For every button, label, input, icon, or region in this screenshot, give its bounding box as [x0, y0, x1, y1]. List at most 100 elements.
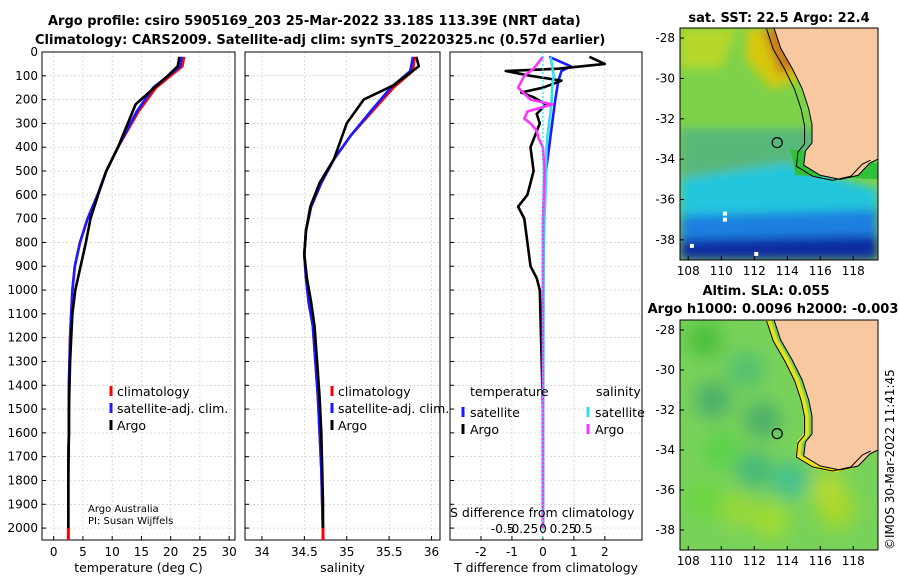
temperature-xlabel: temperature (deg C): [74, 560, 203, 575]
sla-eddy: [719, 492, 756, 528]
salinity-legend-label: satellite-adj. clim.: [338, 401, 449, 416]
depth-tick-label: 0: [30, 45, 38, 59]
sst-missing-pixel: [722, 211, 727, 216]
sst-xtick-label: 112: [743, 264, 766, 278]
temperature-series: [67, 56, 186, 540]
depth-tick-label: 1000: [7, 283, 38, 297]
annotation-line1: Argo Australia: [88, 504, 159, 515]
sst-ytick-label: -28: [655, 31, 675, 45]
sst-ytick-label: -34: [655, 152, 675, 166]
sla-xtick-label: 108: [677, 554, 700, 568]
figure-title-line1: Argo profile: csiro 5905169_203 25-Mar-2…: [48, 14, 581, 29]
sst-ytick-label: -38: [655, 233, 675, 247]
diff-s-tick-label: 0.25: [550, 522, 577, 536]
sla-eddy: [772, 462, 809, 498]
depth-tick-label: 400: [15, 140, 38, 154]
difference-line-t-satellite: [541, 55, 573, 529]
depth-tick-label: 300: [15, 116, 38, 130]
sst-coastline: [773, 28, 878, 180]
temperature-xtick-label: 20: [163, 545, 178, 559]
temperature-panel: 0 5 10 15 20 25 30 temperature (deg C) climatolo…: [41, 51, 237, 575]
sla-eddy: [752, 502, 789, 538]
sla-eddy: [686, 482, 723, 518]
diff-s-tick-label: 0.5: [574, 522, 593, 536]
depth-tick-label: 1800: [7, 473, 38, 487]
temperature-xtick-label: 0: [50, 545, 58, 559]
sla-eddy: [695, 382, 731, 418]
credit-text: ©IMOS 30-Mar-2022 11:41:45: [883, 369, 897, 550]
sla-map-title: Altim. SLA: 0.055: [703, 284, 830, 299]
temperature-legend-label: satellite-adj. clim.: [117, 401, 228, 416]
temperature-xtick-label: 30: [222, 545, 237, 559]
difference-panel: -2 -1 0 1 2T difference from climatology temp…: [449, 51, 645, 575]
sla-map: 108 110 112 114 116 118 -28 -30 -32 -34 -36 -38: [655, 319, 879, 568]
depth-tick-label: 900: [15, 259, 38, 273]
sst-xtick-label: 114: [776, 264, 799, 278]
difference-xlabel: T difference from climatology: [453, 560, 639, 575]
sla-map-frame: [679, 319, 879, 551]
salinity-frame: [244, 51, 441, 541]
temperature-legend-label: climatology: [117, 384, 190, 399]
salinity-xtick-label: 35: [339, 545, 354, 559]
salinity-series: [302, 56, 421, 540]
salinity-legend-label: climatology: [338, 384, 411, 399]
salinity-xtick-label: 34.5: [291, 545, 318, 559]
sla-eddy: [810, 472, 847, 508]
difference-xtick-label: 1: [570, 545, 578, 559]
difference-frame: [449, 51, 643, 541]
difference-line-t-argo: [504, 55, 607, 529]
salinity-panel: 34 34.5 35 35.5 36 salinity climatology satelli…: [244, 51, 449, 575]
sst-ytick-label: -36: [655, 192, 675, 206]
sla-xtick-label: 112: [743, 554, 766, 568]
sst-missing-pixel: [722, 217, 727, 222]
sst-map: 108 110 112 114 116 118 -28 -30 -32 -34 -36 -38: [655, 27, 879, 278]
sla-coastline: [773, 320, 878, 471]
depth-tick-label: 1200: [7, 331, 38, 345]
salinity-xtick-label: 36: [424, 545, 439, 559]
sla-ytick-label: -32: [655, 403, 675, 417]
sst-ytick-label: -30: [655, 71, 675, 85]
sla-float-marker: [771, 428, 783, 440]
temperature-xtick-label: 15: [134, 545, 149, 559]
difference-xtick-label: -1: [506, 545, 518, 559]
diff-legend-s-label: Argo: [595, 422, 624, 437]
depth-tick-label: 600: [15, 188, 38, 202]
diff-legend-s-label: satellite: [595, 405, 645, 420]
sst-missing-pixel: [754, 251, 759, 256]
depth-tick-label: 1700: [7, 450, 38, 464]
temperature-legend-label: Argo: [117, 418, 146, 433]
salinity-xlabel: salinity: [320, 560, 365, 575]
sla-ytick-label: -36: [655, 483, 675, 497]
sst-xtick-label: 110: [710, 264, 733, 278]
temperature-xtick-label: 10: [105, 545, 120, 559]
salinity-line-argo: [302, 56, 421, 529]
sla-map-area: [680, 320, 878, 550]
sla-xtick-label: 116: [809, 554, 832, 568]
sla-ytick-label: -38: [655, 523, 675, 537]
difference-xtick-label: 2: [601, 545, 609, 559]
sst-band: [680, 128, 821, 180]
diff-legend-title-salinity: salinity: [596, 384, 641, 399]
sst-land: [774, 28, 878, 180]
difference-xtick-label: 0: [539, 545, 547, 559]
sla-eddy: [703, 432, 740, 468]
sla-ytick-label: -30: [655, 363, 675, 377]
sst-xtick-label: 118: [842, 264, 865, 278]
temperature-xtick-label: 25: [192, 545, 207, 559]
depth-tick-label: 800: [15, 235, 38, 249]
depth-tick-label: 2000: [7, 521, 38, 535]
diff-legend-t-label: satellite: [470, 405, 520, 420]
sst-xtick-label: 108: [677, 264, 700, 278]
sst-missing-pixel: [689, 243, 694, 248]
figure-title-line2: Climatology: CARS2009. Satellite-adj cli…: [35, 33, 606, 48]
depth-tick-label: 1600: [7, 426, 38, 440]
depth-tick-label: 1900: [7, 497, 38, 511]
diff-s-tick-label: 0: [539, 522, 547, 536]
temperature-line-argo: [67, 56, 181, 529]
sst-map-title: sat. SST: 22.5 Argo: 22.4: [688, 11, 869, 26]
diff-legend-title-temperature: temperature: [470, 384, 549, 399]
sla-xtick-label: 114: [776, 554, 799, 568]
difference-xtick-label: -2: [475, 545, 487, 559]
depth-tick-label: 700: [15, 212, 38, 226]
